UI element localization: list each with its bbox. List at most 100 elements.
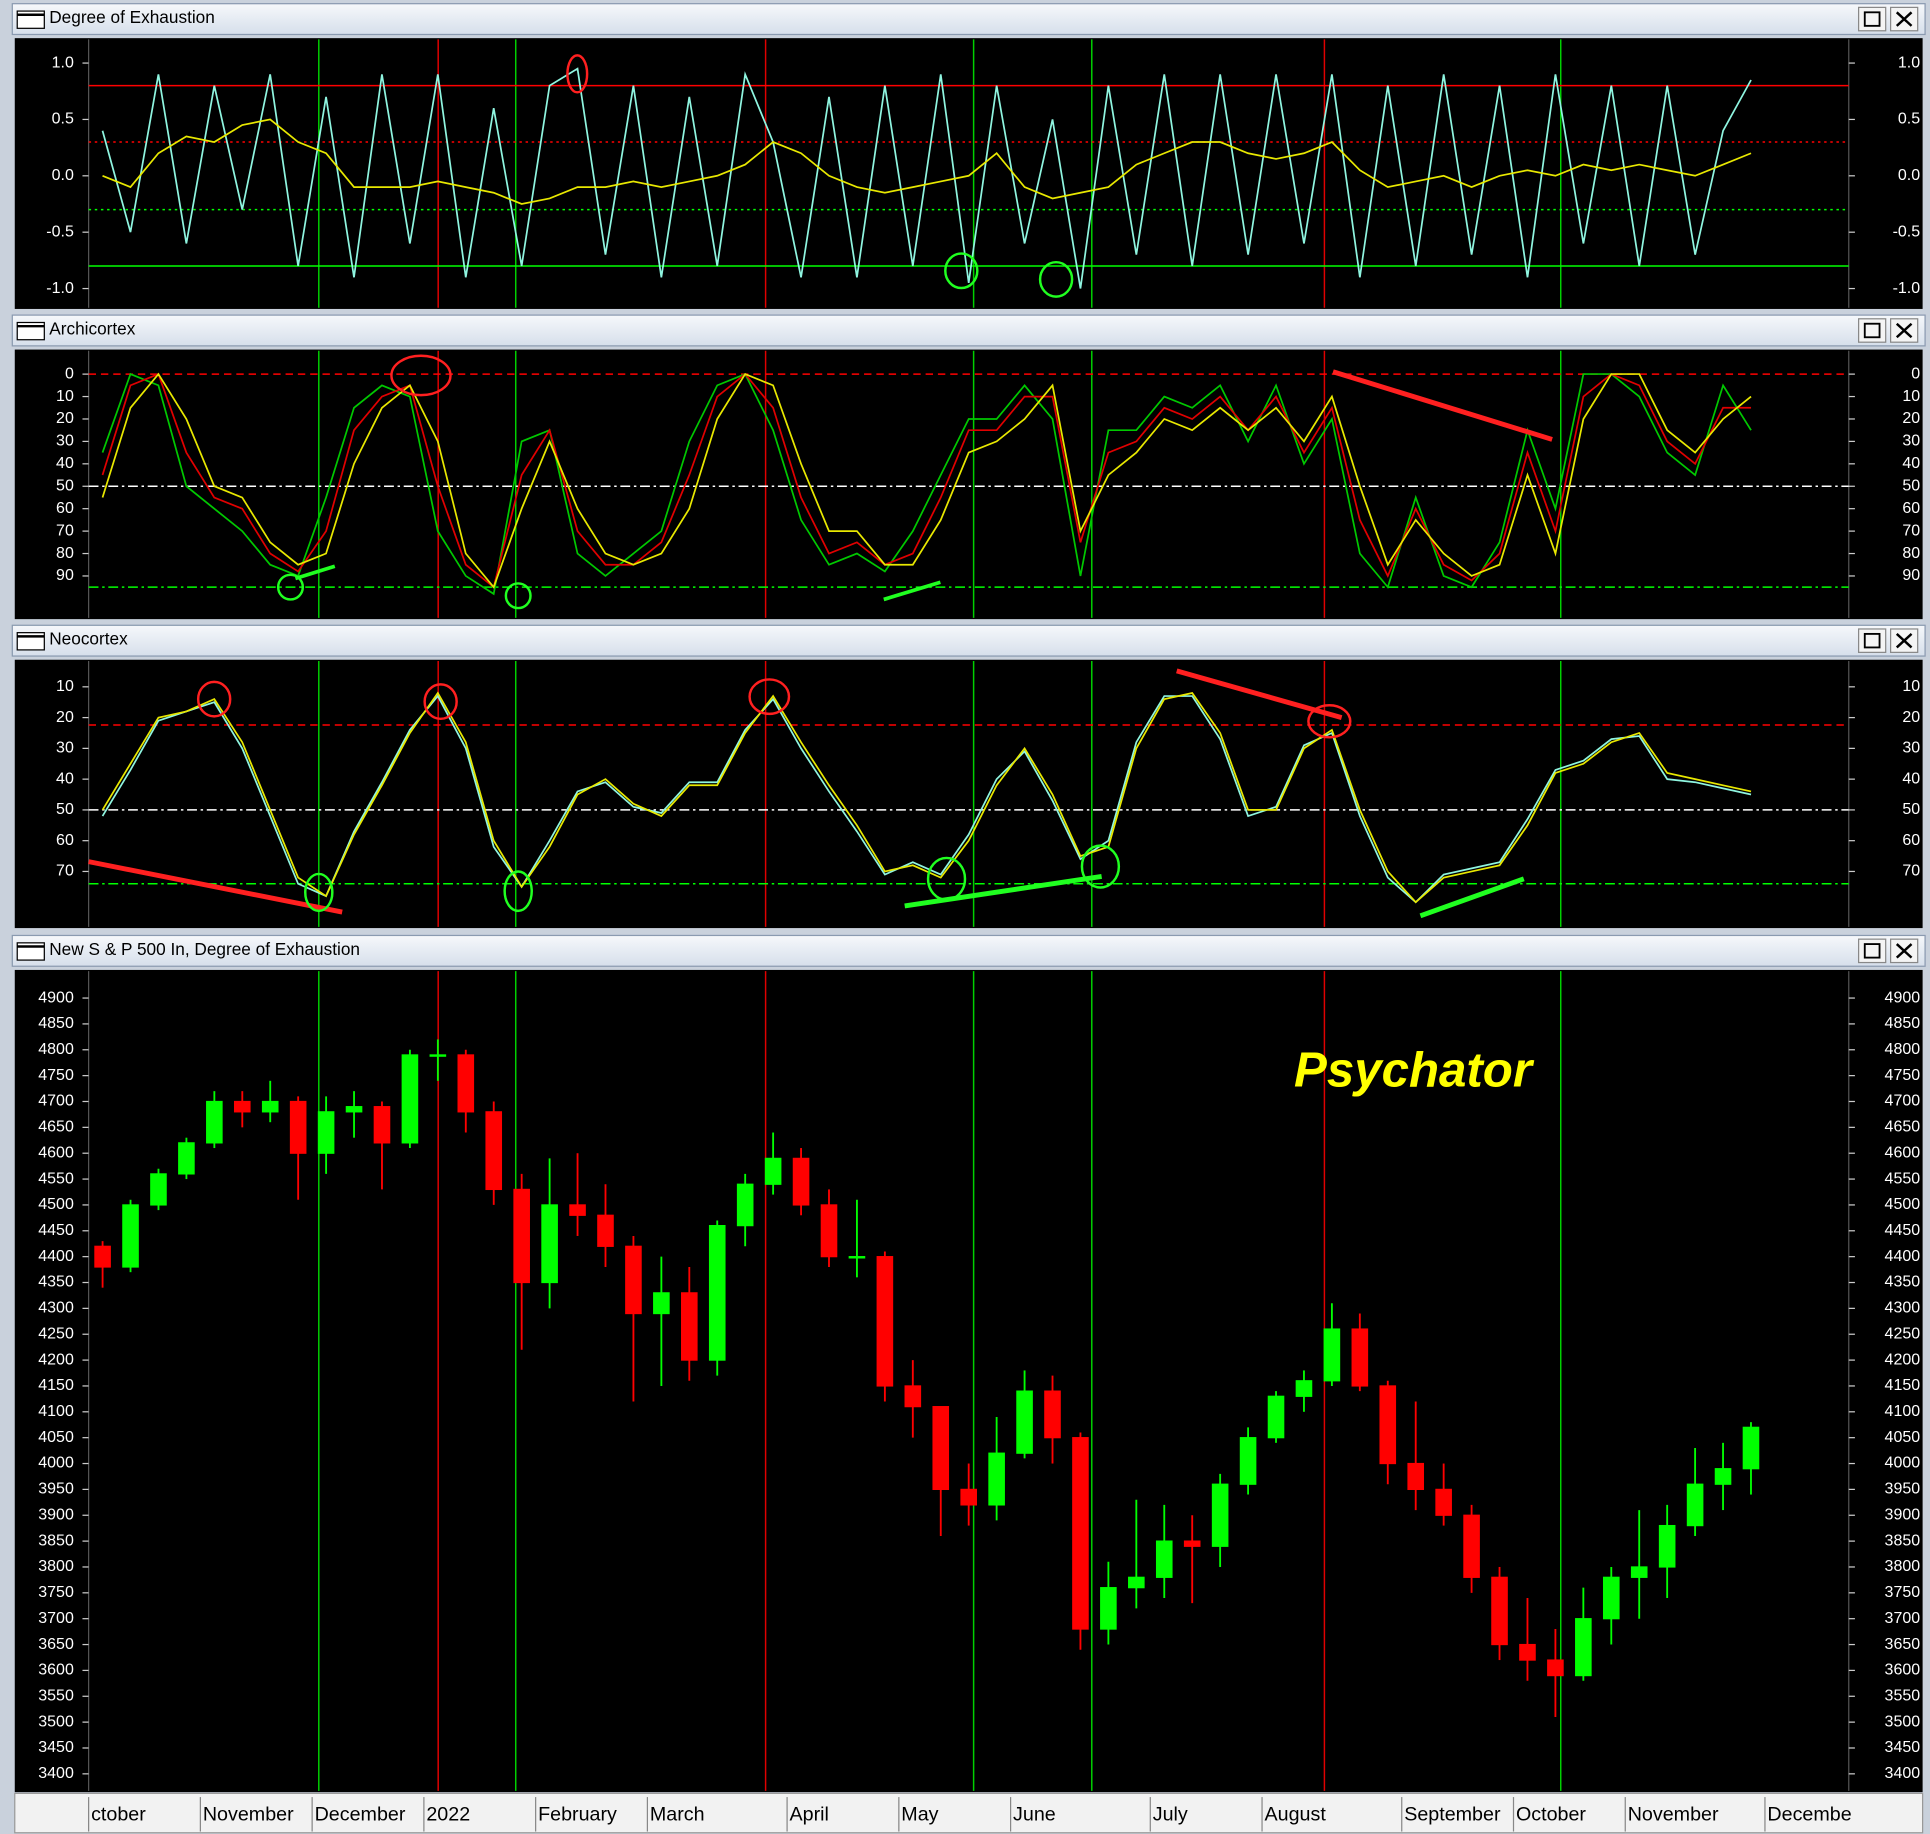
candle-body bbox=[541, 1204, 558, 1284]
y-tick-label: 30 bbox=[56, 433, 74, 450]
y-tick-label: 4350 bbox=[38, 1274, 74, 1291]
y-tick-label-right: 0 bbox=[1911, 365, 1920, 382]
y-tick-label: 3550 bbox=[38, 1687, 74, 1704]
series-line bbox=[101, 372, 1752, 589]
y-tick-label: 4150 bbox=[38, 1377, 74, 1394]
y-tick-label: 3950 bbox=[38, 1481, 74, 1498]
close-icon bbox=[1895, 322, 1913, 339]
close-icon bbox=[1895, 11, 1913, 27]
candle-body bbox=[94, 1245, 111, 1268]
annotation-mark bbox=[748, 678, 791, 716]
candle-body bbox=[401, 1054, 419, 1144]
y-tick-label-right: 4900 bbox=[1885, 989, 1921, 1006]
candle-body bbox=[1211, 1483, 1229, 1547]
y-tick-label: 1.0 bbox=[52, 54, 74, 71]
y-tick-label-right: 3600 bbox=[1885, 1662, 1921, 1679]
y-tick-label-right: 4850 bbox=[1885, 1015, 1921, 1032]
y-tick-label-right: 20 bbox=[1902, 410, 1920, 427]
y-tick-label: 4450 bbox=[38, 1222, 74, 1239]
plot-area bbox=[14, 969, 1923, 1793]
y-tick-label-right: 50 bbox=[1902, 801, 1920, 818]
y-tick-label-right: 3500 bbox=[1885, 1713, 1921, 1730]
y-tick-label: 3400 bbox=[38, 1765, 74, 1782]
y-tick-label-right: 70 bbox=[1902, 522, 1920, 539]
y-tick-label-right: 40 bbox=[1902, 770, 1920, 787]
y-tick-label-right: 20 bbox=[1902, 709, 1920, 726]
candle-body bbox=[1044, 1390, 1061, 1439]
candle-body bbox=[345, 1106, 363, 1113]
y-tick-label-right: 4450 bbox=[1885, 1222, 1921, 1239]
candle-body bbox=[122, 1204, 139, 1268]
y-tick-label: 4800 bbox=[38, 1041, 74, 1058]
y-tick-label: 4250 bbox=[38, 1325, 74, 1342]
maximize-button[interactable] bbox=[1857, 318, 1887, 343]
y-tick-label: 10 bbox=[56, 678, 74, 695]
maximize-button[interactable] bbox=[1857, 938, 1887, 964]
y-tick-label-right: 4650 bbox=[1885, 1119, 1921, 1136]
y-tick-label: 70 bbox=[56, 863, 74, 880]
candle-body bbox=[289, 1100, 307, 1154]
y-tick-label-right: 4350 bbox=[1885, 1274, 1921, 1291]
y-tick-label-right: 4600 bbox=[1885, 1144, 1921, 1161]
y-tick-label-right: 3650 bbox=[1885, 1636, 1921, 1653]
series-line bbox=[101, 372, 1752, 589]
panel-title: Neocortex bbox=[49, 629, 128, 649]
candle-body bbox=[206, 1100, 223, 1144]
maximize-button[interactable] bbox=[1857, 6, 1887, 32]
candle-body bbox=[1128, 1576, 1145, 1589]
x-tick-label: March bbox=[650, 1804, 705, 1826]
y-tick-label: 3500 bbox=[38, 1713, 74, 1730]
y-tick-label-right: 4100 bbox=[1885, 1403, 1921, 1420]
y-tick-label-right: 3850 bbox=[1885, 1532, 1921, 1549]
series-line bbox=[101, 67, 1752, 289]
x-tick-label: June bbox=[1013, 1804, 1056, 1826]
candle-body bbox=[1072, 1437, 1089, 1630]
y-tick-label: 4200 bbox=[38, 1351, 74, 1368]
y-tick-label: 3800 bbox=[38, 1558, 74, 1575]
y-tick-label-right: 3700 bbox=[1885, 1610, 1921, 1627]
y-tick-label: 4650 bbox=[38, 1119, 74, 1136]
candle-body bbox=[597, 1214, 614, 1247]
y-tick-label-right: 4000 bbox=[1885, 1455, 1921, 1472]
y-tick-label: 20 bbox=[56, 410, 74, 427]
annotation-mark bbox=[1176, 668, 1343, 720]
candle-body bbox=[736, 1183, 754, 1227]
x-tick-label: November bbox=[1628, 1804, 1719, 1826]
y-tick-label-right: 3800 bbox=[1885, 1558, 1921, 1575]
candle-body bbox=[988, 1452, 1005, 1506]
maximize-button[interactable] bbox=[1857, 628, 1887, 653]
y-tick-label: 4300 bbox=[38, 1300, 74, 1317]
series-line bbox=[101, 372, 1752, 596]
y-tick-label-right: -0.5 bbox=[1893, 223, 1921, 240]
x-tick-label: July bbox=[1153, 1804, 1188, 1826]
candle-body bbox=[1379, 1385, 1397, 1465]
y-tick-label: 4050 bbox=[38, 1429, 74, 1446]
candle-body bbox=[1407, 1462, 1425, 1491]
y-tick-label-right: 4300 bbox=[1885, 1300, 1921, 1317]
y-tick-label: 70 bbox=[56, 522, 74, 539]
close-icon bbox=[1895, 632, 1913, 649]
y-tick-label: 4600 bbox=[38, 1144, 74, 1161]
y-tick-label: 60 bbox=[56, 832, 74, 849]
y-tick-label-right: 4700 bbox=[1885, 1093, 1921, 1110]
annotation-mark bbox=[883, 580, 941, 602]
maximize-icon bbox=[1863, 632, 1881, 649]
candle-body bbox=[625, 1245, 642, 1315]
y-tick-label-right: 4550 bbox=[1885, 1170, 1921, 1187]
candle-body bbox=[904, 1385, 922, 1408]
candle-body bbox=[457, 1054, 475, 1113]
annotation-mark bbox=[1307, 704, 1352, 739]
y-tick-label: 3600 bbox=[38, 1662, 74, 1679]
x-tick-label: August bbox=[1265, 1804, 1327, 1826]
y-tick-label-right: 3750 bbox=[1885, 1584, 1921, 1601]
x-tick-label: May bbox=[901, 1804, 938, 1826]
annotation-mark bbox=[1419, 876, 1525, 919]
y-tick-label-right: 4200 bbox=[1885, 1351, 1921, 1368]
y-tick-label: 0.0 bbox=[52, 167, 74, 184]
candle-body bbox=[1435, 1488, 1452, 1516]
y-tick-label: 40 bbox=[56, 455, 74, 472]
maximize-icon bbox=[1863, 943, 1881, 959]
y-tick-label: 3900 bbox=[38, 1506, 74, 1523]
plot-area bbox=[14, 38, 1923, 309]
y-tick-label-right: 70 bbox=[1902, 863, 1920, 880]
